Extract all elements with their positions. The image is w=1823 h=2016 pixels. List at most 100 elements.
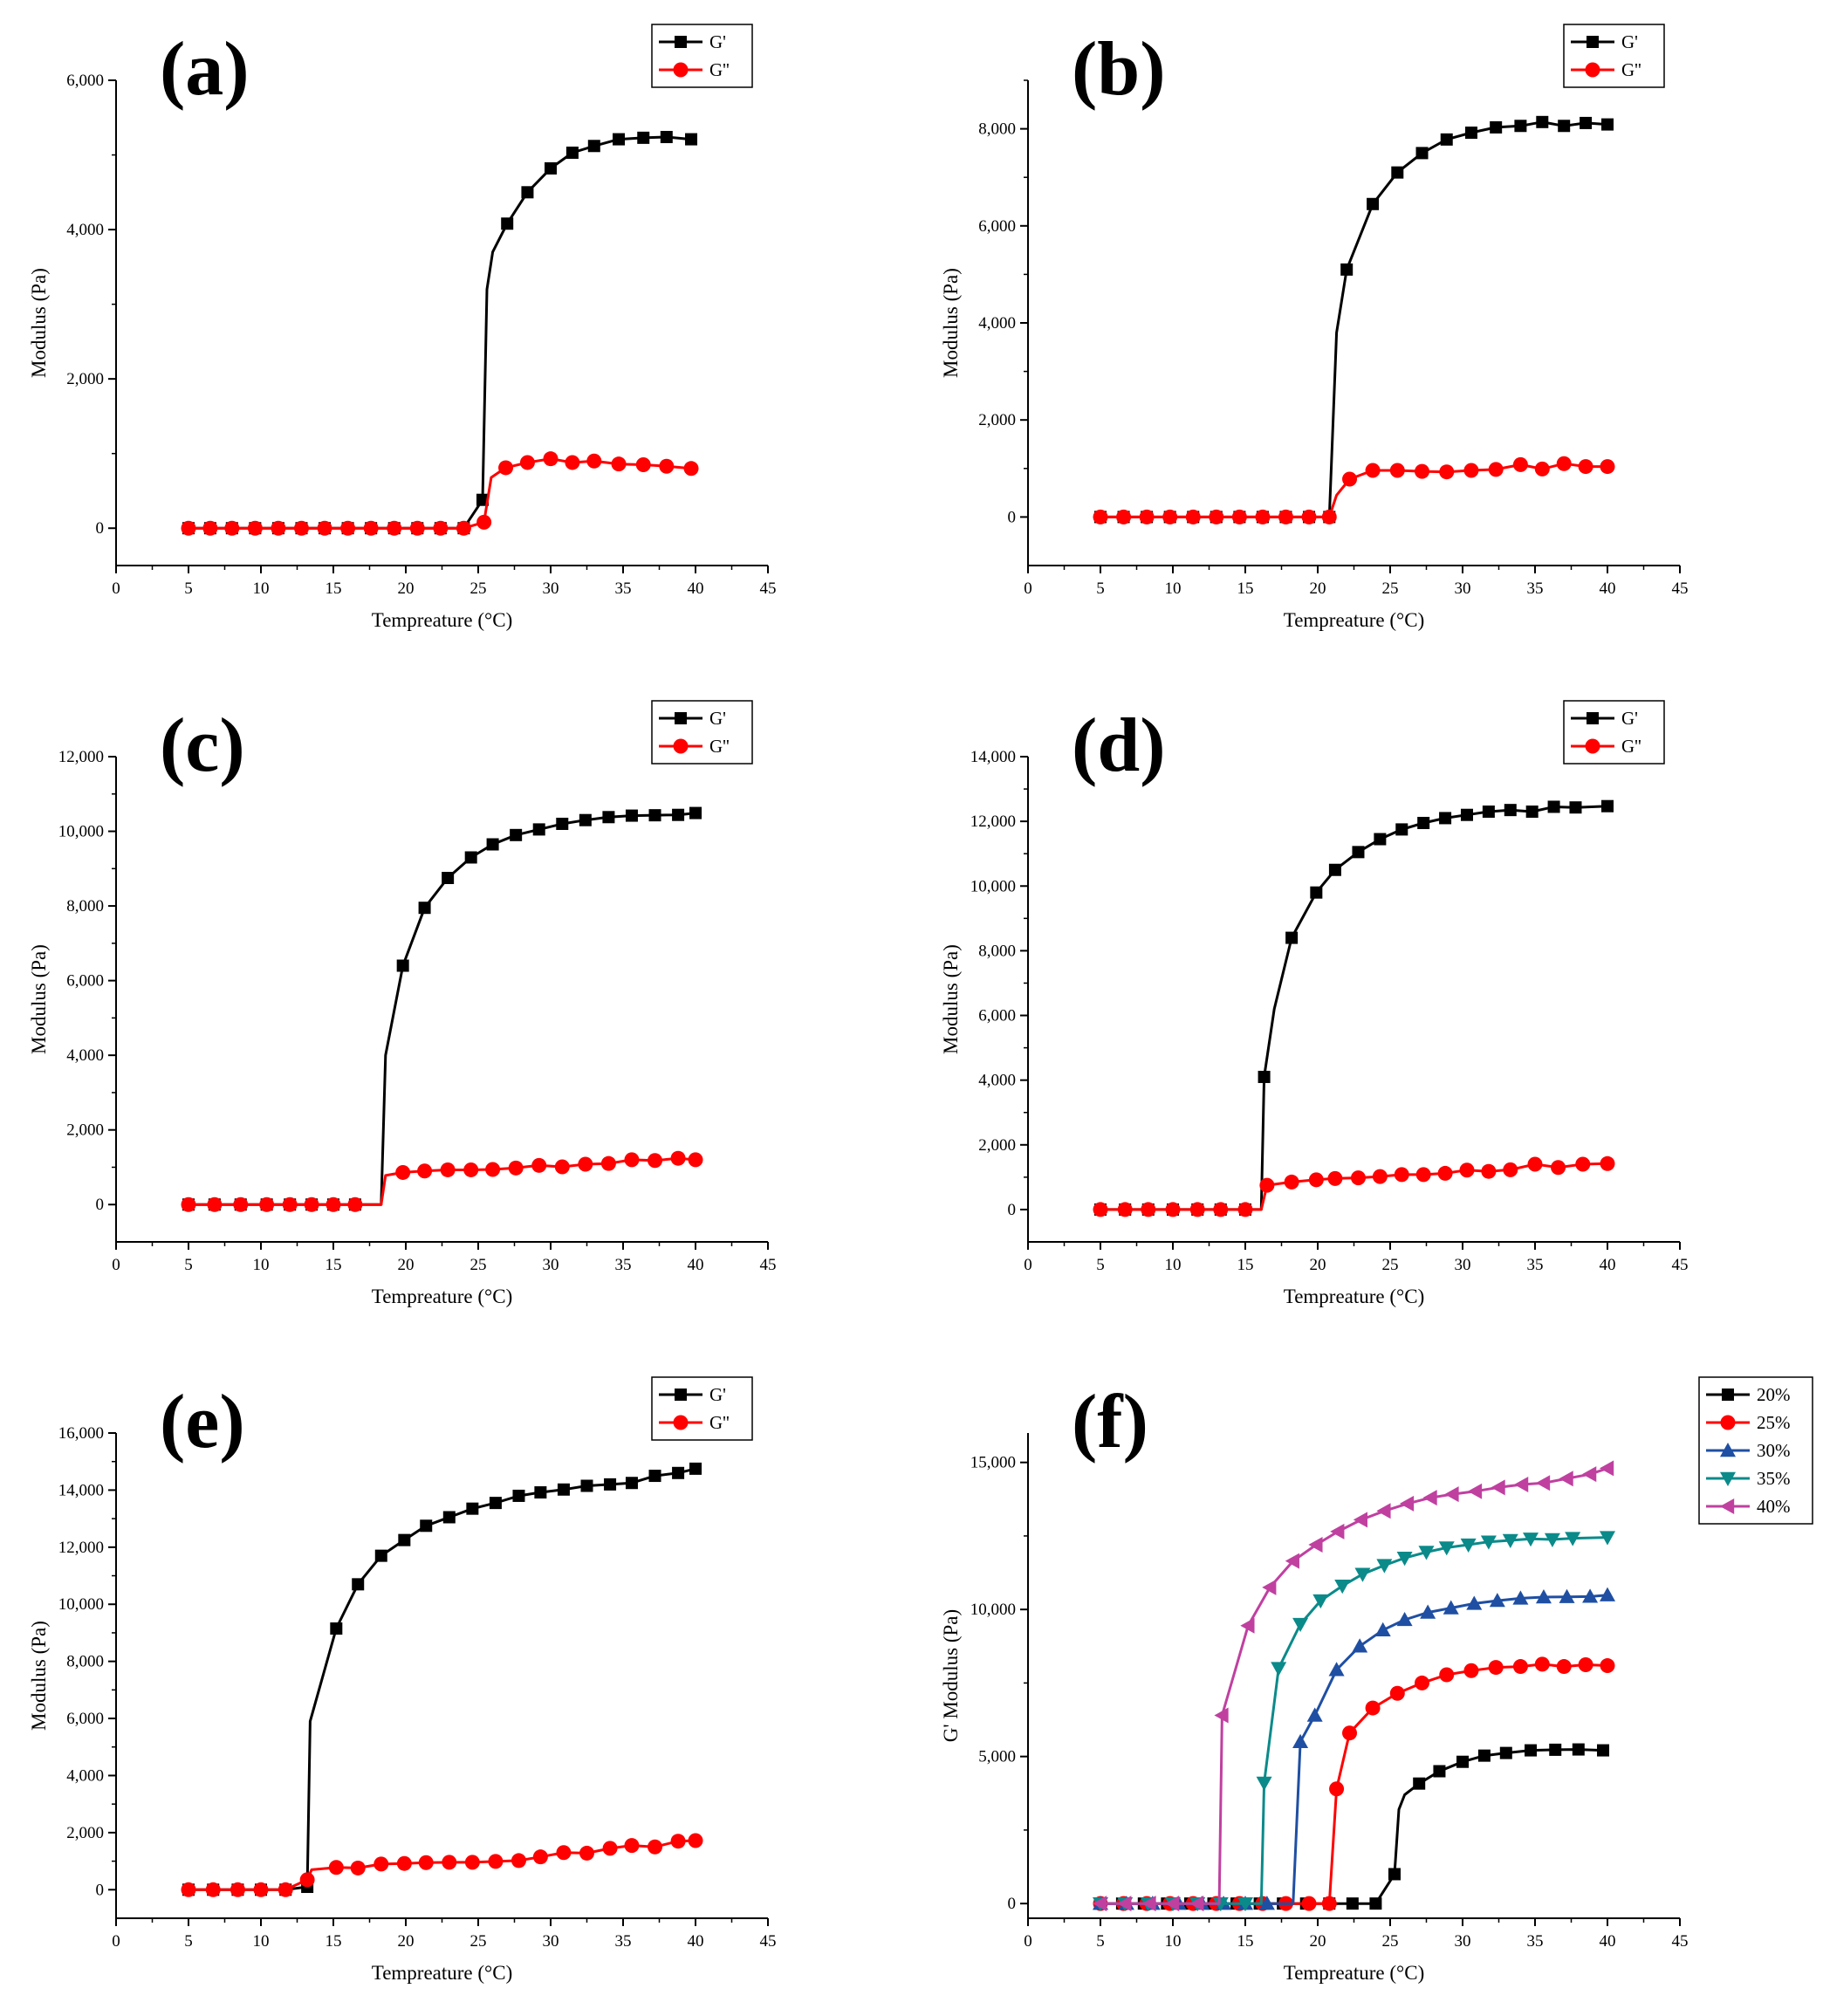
data-point xyxy=(205,1882,221,1897)
data-point xyxy=(1534,1656,1550,1672)
y-tick-label: 10,000 xyxy=(58,823,104,841)
x-axis-title: Tempreature (°C) xyxy=(1284,1286,1424,1307)
data-point xyxy=(1340,263,1354,276)
y-tick-label: 14,000 xyxy=(970,748,1016,766)
data-point xyxy=(1262,1579,1277,1595)
data-point xyxy=(672,808,685,821)
x-tick-label: 30 xyxy=(1455,579,1471,598)
data-point xyxy=(207,1197,223,1212)
legend: G' G'' xyxy=(1563,700,1665,765)
x-tick-label: 45 xyxy=(1672,1932,1689,1951)
y-tick-label: 5,000 xyxy=(978,1748,1016,1766)
y-tick-label: 12,000 xyxy=(970,813,1016,831)
series-0 xyxy=(1094,1743,1610,1910)
y-tick-label: 15,000 xyxy=(970,1454,1016,1472)
data-point xyxy=(1512,456,1528,472)
data-point xyxy=(1301,509,1317,525)
chart-svg: 0 5 10 15 20 25 30 35 40 45 0 2,000 4,000 6,000 8,000 T… xyxy=(940,24,1689,631)
data-point xyxy=(1597,1744,1610,1757)
data-point xyxy=(1601,799,1614,813)
data-point xyxy=(1271,1662,1287,1677)
x-tick-label: 35 xyxy=(1527,1932,1544,1951)
y-tick-label: 4,000 xyxy=(66,1766,104,1785)
y-tick-label: 0 xyxy=(96,1881,105,1899)
data-point xyxy=(1374,1622,1391,1636)
data-point xyxy=(1237,1202,1253,1217)
data-point xyxy=(1504,804,1517,817)
legend-marker xyxy=(675,1389,687,1401)
x-tick-label: 15 xyxy=(326,579,342,598)
data-point xyxy=(660,131,673,144)
panel-label: (d) xyxy=(1072,703,1166,788)
data-point xyxy=(440,1162,456,1177)
data-point xyxy=(519,455,535,470)
data-point xyxy=(1396,1611,1413,1627)
x-tick-label: 15 xyxy=(326,1256,342,1274)
legend-marker xyxy=(673,738,689,754)
data-point xyxy=(1460,1538,1477,1553)
x-tick-label: 35 xyxy=(615,1256,632,1274)
legend-marker xyxy=(673,62,689,78)
x-tick-label: 0 xyxy=(1024,1256,1032,1274)
data-point xyxy=(1456,1755,1469,1768)
data-point xyxy=(1139,509,1155,525)
data-point xyxy=(565,455,580,470)
data-point xyxy=(1600,1531,1615,1546)
data-point xyxy=(1551,1160,1566,1176)
data-point xyxy=(688,1152,703,1168)
y-tick-label: 2,000 xyxy=(66,370,104,388)
data-point xyxy=(1415,1167,1431,1183)
series-line xyxy=(1100,1748,1604,1905)
data-point xyxy=(501,217,514,230)
data-point xyxy=(1301,1896,1317,1911)
data-point xyxy=(352,1578,365,1591)
x-axis-title: Tempreature (°C) xyxy=(372,1962,512,1984)
legend-label: G' xyxy=(709,31,726,52)
data-point xyxy=(1463,1663,1479,1678)
data-point xyxy=(181,1882,196,1897)
legend-label: G'' xyxy=(709,1412,730,1433)
panel-label: (a) xyxy=(160,27,250,112)
legend-label: 20% xyxy=(1757,1384,1791,1405)
x-tick-label: 45 xyxy=(760,1256,777,1274)
x-tick-label: 5 xyxy=(1096,579,1105,598)
x-tick-label: 10 xyxy=(1165,579,1182,598)
x-tick-label: 15 xyxy=(326,1932,342,1951)
data-point xyxy=(253,1882,269,1897)
legend: G' G'' xyxy=(651,1376,753,1441)
data-point xyxy=(689,806,702,819)
data-point xyxy=(1256,1776,1272,1791)
data-point xyxy=(1443,1600,1459,1615)
data-point xyxy=(1185,509,1201,525)
data-point xyxy=(511,1853,526,1869)
y-tick-label: 16,000 xyxy=(58,1424,104,1443)
data-point xyxy=(587,140,600,153)
series-line xyxy=(188,1467,696,1891)
data-point xyxy=(512,1489,525,1502)
data-point xyxy=(1600,1658,1615,1674)
panel-label: (e) xyxy=(160,1380,245,1464)
y-axis-title: Modulus (Pa) xyxy=(940,268,962,378)
data-point xyxy=(1321,1896,1337,1911)
data-point xyxy=(347,1197,363,1212)
y-tick-label: 6,000 xyxy=(66,1710,104,1728)
legend-marker xyxy=(1720,1415,1736,1430)
y-tick-label: 8,000 xyxy=(66,897,104,915)
data-point xyxy=(1433,1765,1446,1778)
x-tick-label: 5 xyxy=(184,1256,193,1274)
data-point xyxy=(602,811,615,824)
data-point xyxy=(1116,509,1132,525)
data-point xyxy=(688,1833,703,1848)
legend-marker xyxy=(1585,738,1600,754)
data-point xyxy=(1491,1479,1505,1496)
series-0 xyxy=(1094,115,1614,524)
x-tick-label: 25 xyxy=(1382,1256,1399,1274)
data-point xyxy=(604,1478,617,1491)
data-point xyxy=(689,1462,702,1475)
data-point xyxy=(328,1860,344,1875)
legend-box xyxy=(651,24,753,88)
data-point xyxy=(648,1470,661,1483)
y-axis-title: Modulus (Pa) xyxy=(28,944,50,1054)
legend-marker xyxy=(675,712,687,724)
x-tick-label: 5 xyxy=(184,1932,193,1951)
